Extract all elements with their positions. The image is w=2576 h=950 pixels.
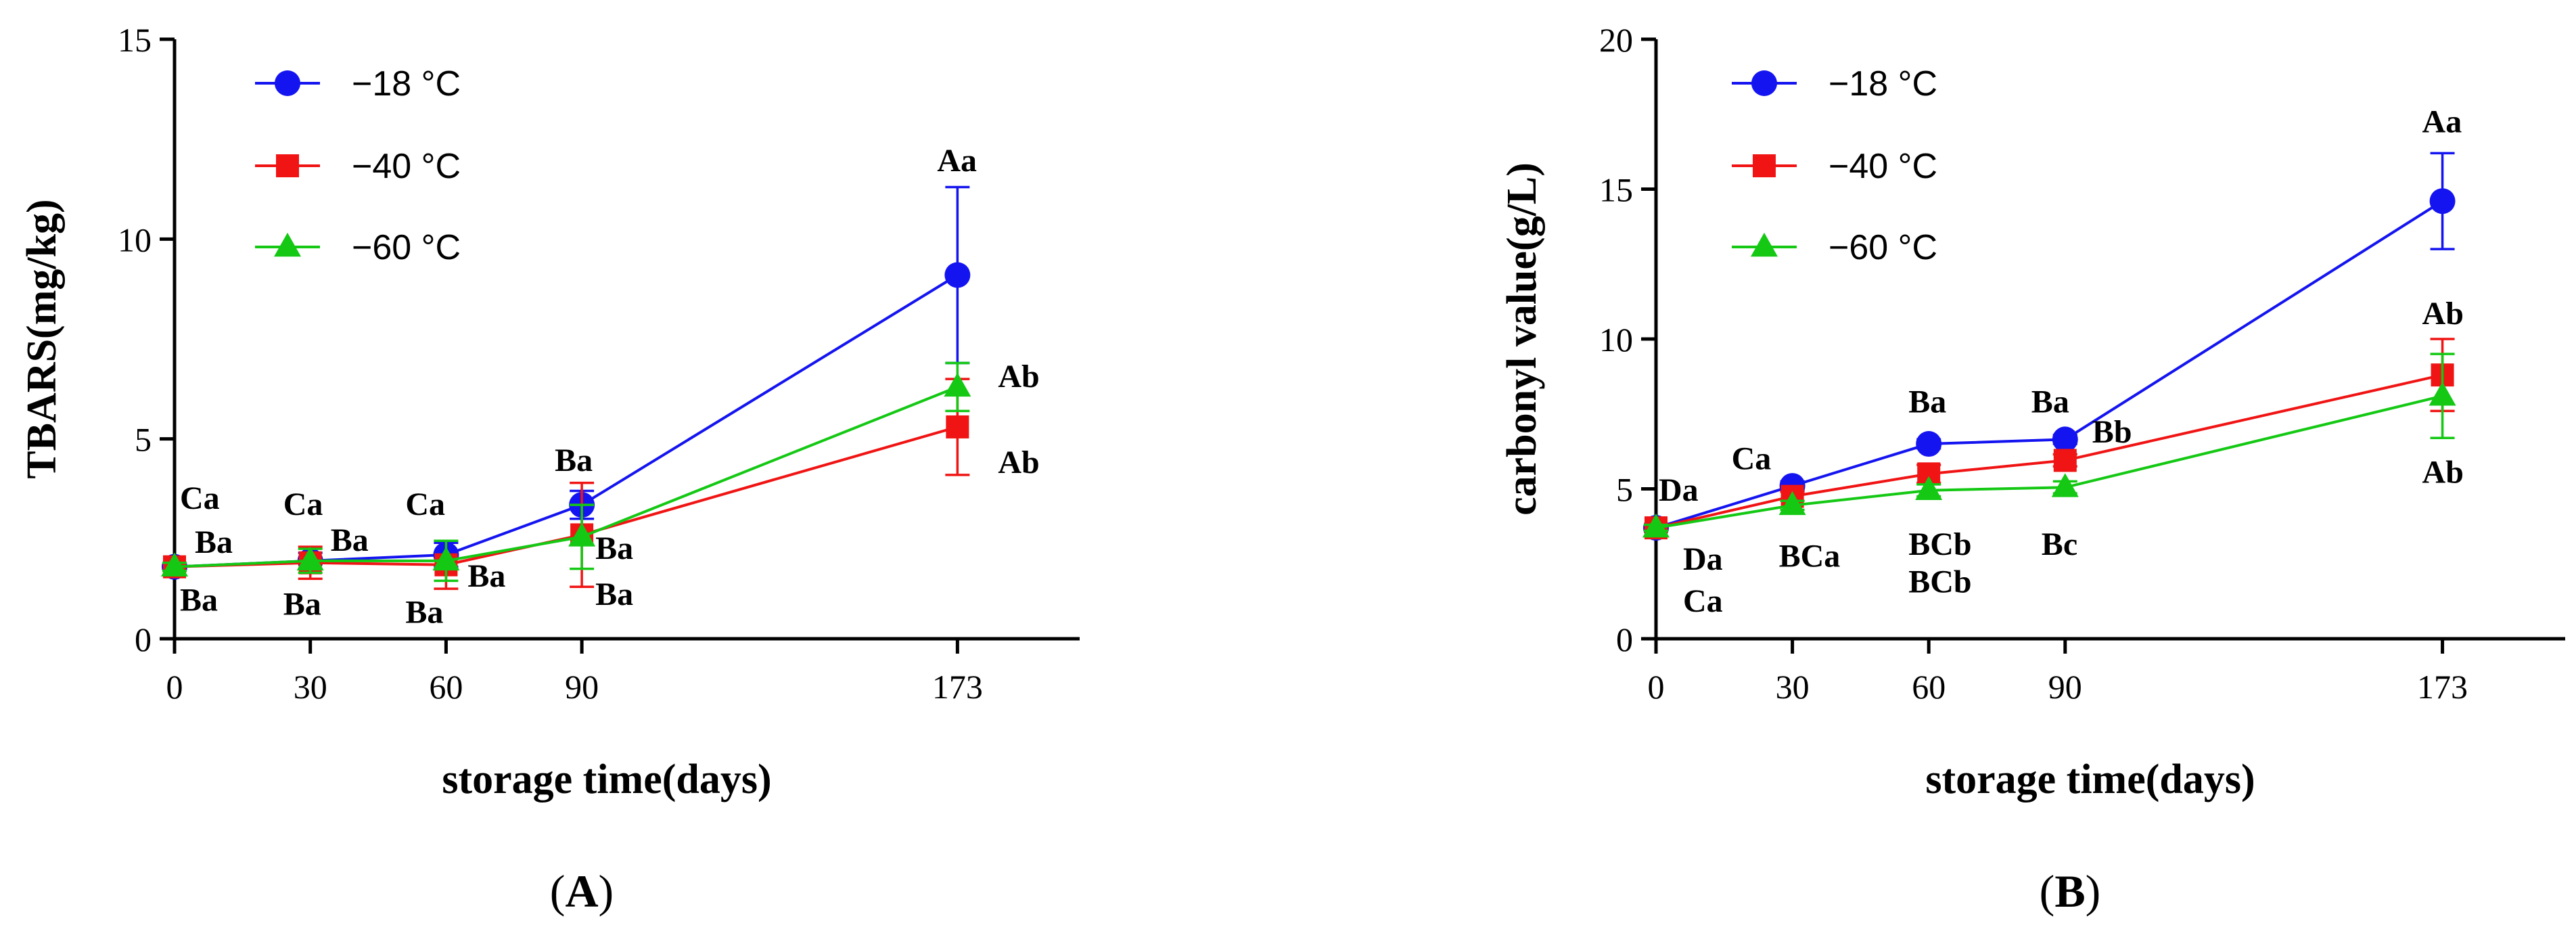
- significance-label: Ab: [998, 445, 1039, 480]
- significance-label: Ca: [283, 487, 323, 522]
- data-point: [161, 552, 188, 576]
- data-point: [1778, 491, 1806, 516]
- significance-label: Ba: [283, 587, 321, 623]
- data-point: [432, 546, 460, 571]
- legend-marker: [1751, 70, 1777, 96]
- chart-a: 0 5 10 15 0 30 60 90 173 storage time(days) TBARS(…: [19, 21, 1080, 917]
- data-point: [2429, 382, 2456, 406]
- significance-label: Ba: [405, 594, 443, 630]
- series-line: [174, 273, 959, 568]
- x-tick-label: 60: [429, 668, 463, 706]
- significance-label: Ba: [555, 443, 593, 478]
- y-tick-label: 10: [1599, 321, 1633, 359]
- significance-label: Ab: [2422, 296, 2464, 332]
- legend-entry: −18 °C: [255, 64, 461, 104]
- x-tick-label: 30: [294, 668, 327, 706]
- significance-label: Ca: [1683, 583, 1723, 619]
- significance-label: Ab: [998, 359, 1039, 394]
- significance-label: Ab: [2422, 455, 2464, 491]
- significance-label: Ba: [195, 524, 233, 560]
- significance-label: Aa: [937, 143, 977, 179]
- significance-label: Da: [1683, 541, 1723, 577]
- significance-label: Bb: [2092, 414, 2132, 450]
- legend-label: −18 °C: [352, 64, 461, 104]
- legend-label: −18 °C: [1828, 64, 1937, 104]
- series-2: [161, 361, 971, 583]
- legend-entry: −60 °C: [255, 228, 461, 267]
- legend-entry: −18 °C: [1732, 64, 1937, 104]
- significance-label: Ba: [595, 576, 633, 612]
- data-point: [944, 262, 971, 288]
- panel-label: (A): [550, 865, 614, 917]
- x-tick-label: 30: [1776, 668, 1810, 706]
- legend-label: −60 °C: [1828, 228, 1937, 267]
- data-point: [946, 415, 969, 438]
- significance-label: Ba: [1908, 384, 1946, 420]
- legend-marker: [276, 154, 299, 177]
- data-point: [568, 522, 596, 547]
- y-tick-label: 5: [135, 421, 152, 459]
- significance-label: Ba: [180, 583, 218, 618]
- data-point: [1916, 431, 1942, 457]
- y-tick-label: 0: [1616, 620, 1633, 658]
- series-1: [162, 378, 970, 590]
- y-tick-label: 5: [1616, 471, 1633, 509]
- legend-label: −40 °C: [1828, 147, 1937, 186]
- series-2: [1642, 353, 2456, 538]
- significance-label: BCb: [1908, 526, 1971, 562]
- y-tick-label: 10: [118, 221, 152, 258]
- significance-label: BCa: [1779, 539, 1841, 574]
- y-axis-label: TBARS(mg/kg): [19, 199, 65, 478]
- significance-label: Ca: [180, 480, 220, 516]
- series-0: [1643, 152, 2456, 541]
- significance-label: Aa: [2422, 104, 2462, 139]
- x-tick-label: 60: [1912, 668, 1946, 706]
- y-axis-label: carbonyl value(g/L): [1499, 162, 1545, 516]
- significance-label: Ba: [331, 522, 369, 558]
- data-point: [296, 546, 324, 571]
- significance-label: Ca: [405, 487, 445, 522]
- legend-marker: [275, 70, 300, 96]
- panel-label: (B): [2040, 865, 2101, 917]
- data-point: [1915, 476, 1943, 500]
- chart-b: 0 5 10 15 20 0 30 60 90 173 storage time(days) carb…: [1499, 21, 2565, 917]
- legend-marker: [274, 232, 301, 257]
- legend-entry: −40 °C: [1732, 147, 1937, 186]
- significance-label: BCb: [1908, 564, 1971, 600]
- legend-entry: −60 °C: [1732, 228, 1937, 267]
- y-tick-label: 20: [1599, 21, 1633, 59]
- data-point: [2429, 188, 2456, 214]
- significance-label: Ba: [595, 530, 633, 566]
- significance-label: Bc: [2042, 526, 2077, 562]
- x-tick-label: 173: [2417, 668, 2468, 706]
- y-tick-label: 0: [135, 620, 152, 658]
- x-tick-label: 90: [565, 668, 599, 706]
- y-tick-label: 15: [118, 21, 152, 59]
- legend-marker: [1753, 154, 1776, 177]
- legend-entry: −40 °C: [255, 147, 461, 186]
- x-axis-label: storage time(days): [1925, 756, 2255, 802]
- x-tick-label: 90: [2048, 668, 2082, 706]
- x-tick-label: 173: [932, 668, 983, 706]
- y-tick-label: 15: [1599, 171, 1633, 209]
- data-point: [2053, 449, 2077, 472]
- legend-label: −40 °C: [352, 147, 461, 186]
- legend-label: −60 °C: [352, 228, 461, 267]
- significance-label: Ca: [1732, 441, 1772, 477]
- x-axis-label: storage time(days): [442, 756, 771, 802]
- data-point: [2051, 473, 2079, 497]
- data-point: [1642, 514, 1670, 538]
- x-tick-label: 0: [1648, 668, 1665, 706]
- significance-label: Da: [1659, 472, 1699, 508]
- x-tick-label: 0: [166, 668, 183, 706]
- significance-label: Ba: [467, 558, 505, 594]
- data-point: [2052, 426, 2078, 453]
- significance-label: Ba: [2031, 384, 2069, 420]
- data-point: [944, 372, 971, 397]
- legend-marker: [1751, 232, 1778, 257]
